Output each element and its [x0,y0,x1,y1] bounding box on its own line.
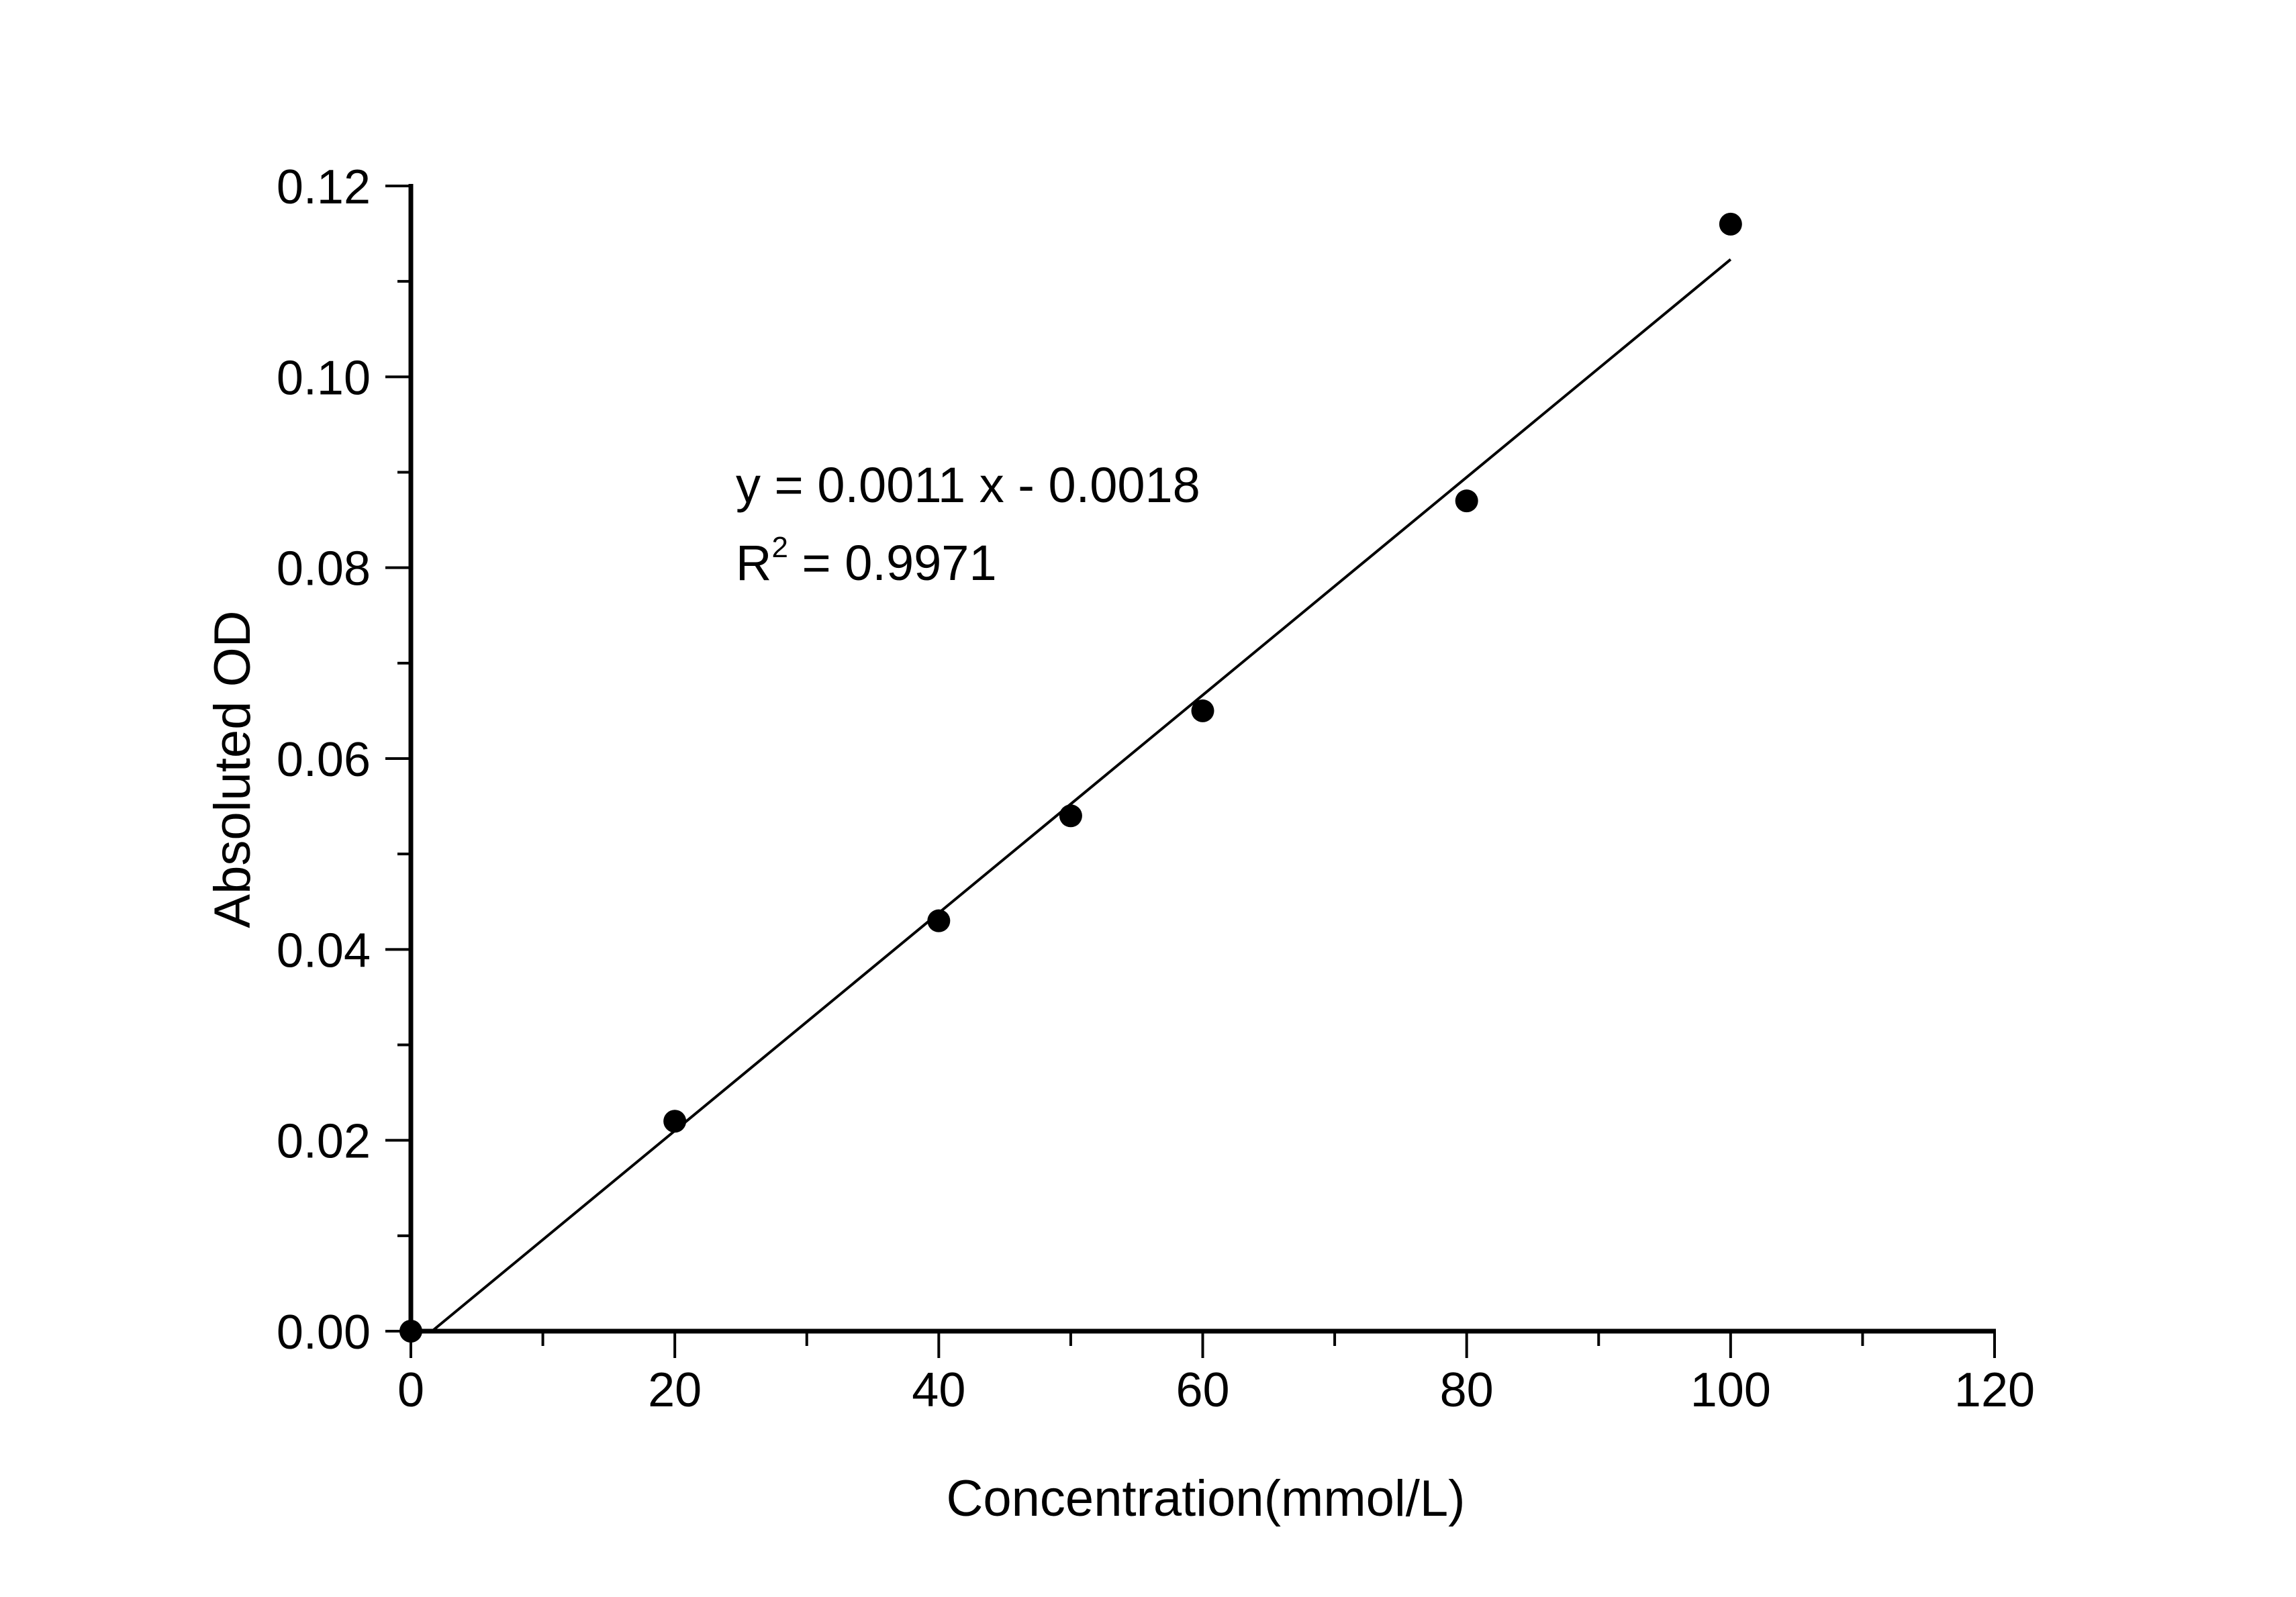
data-point [1191,699,1214,722]
data-point [1059,804,1082,828]
x-tick-label: 120 [1954,1363,2035,1417]
y-tick-label: 0.04 [277,924,371,977]
y-tick-label: 0.10 [277,351,371,405]
data-point [399,1320,422,1343]
x-tick-label: 100 [1690,1363,1771,1417]
data-point [663,1110,687,1133]
fit-line [431,258,1732,1333]
y-tick-label: 0.00 [277,1306,371,1359]
data-point [1719,212,1742,236]
r2-value: = 0.9971 [788,535,997,591]
y-axis-label: Absoluted OD [204,610,261,928]
x-tick-label: 60 [1176,1363,1229,1417]
data-point [1455,489,1478,513]
y-tick-label: 0.02 [277,1115,371,1169]
y-tick-label: 0.06 [277,733,371,787]
r2-sup: 2 [771,531,787,564]
data-point [927,909,951,932]
y-tick-label: 0.12 [277,160,371,214]
y-tick-label: 0.08 [277,542,371,596]
x-tick-label: 80 [1440,1363,1494,1417]
x-tick-label: 0 [397,1363,424,1417]
r2-prefix: R [736,535,771,591]
equation-annotation: y = 0.0011 x - 0.0018 [736,457,1200,513]
x-axis-label: Concentration(mmol/L) [947,1470,1466,1527]
x-tick-label: 20 [648,1363,702,1417]
r2-annotation: R2 = 0.9971 [736,531,997,591]
x-tick-label: 40 [912,1363,965,1417]
